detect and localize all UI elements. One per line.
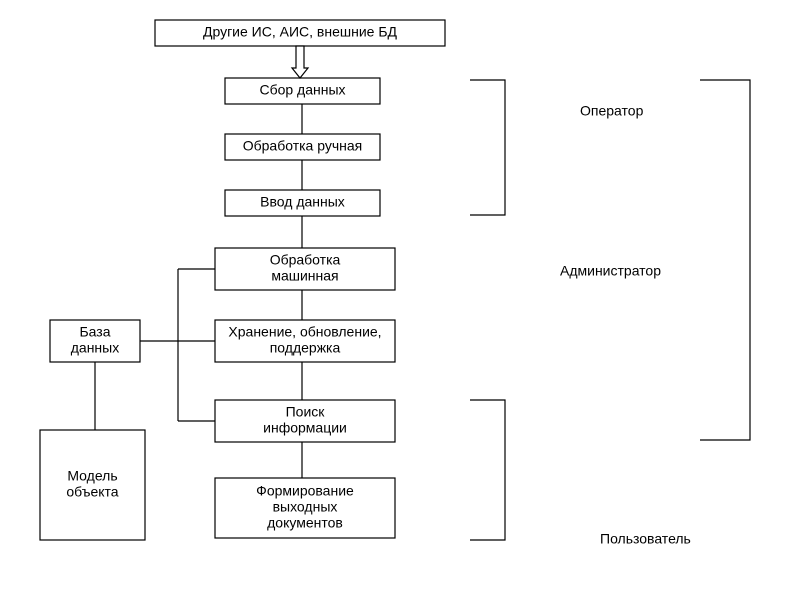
node-n5-label: поддержка xyxy=(270,340,341,356)
node-db-label: База xyxy=(79,324,110,340)
arrow-down-icon xyxy=(292,46,308,78)
node-n3: Ввод данных xyxy=(225,190,380,216)
bracket-user xyxy=(470,400,505,540)
node-top: Другие ИС, АИС, внешние БД xyxy=(155,20,445,46)
node-model: Модельобъекта xyxy=(40,430,145,540)
node-model-label: объекта xyxy=(66,484,118,500)
node-n7-label: выходных xyxy=(273,499,338,515)
node-n1-label: Сбор данных xyxy=(259,82,345,98)
node-n7-label: Формирование xyxy=(256,483,354,499)
node-top-label: Другие ИС, АИС, внешние БД xyxy=(203,24,398,40)
node-n7: Формированиевыходныхдокументов xyxy=(215,478,395,538)
node-n4: Обработкамашинная xyxy=(215,248,395,290)
node-db-label: данных xyxy=(71,340,119,356)
bracket-operator xyxy=(470,80,505,215)
node-n6-label: информации xyxy=(263,420,347,436)
role-admin: Администратор xyxy=(560,263,661,279)
node-n4-label: машинная xyxy=(271,268,338,284)
node-model-label: Модель xyxy=(67,468,117,484)
node-n6-label: Поиск xyxy=(286,404,326,420)
node-n3-label: Ввод данных xyxy=(260,194,345,210)
node-n7-label: документов xyxy=(267,515,343,531)
node-n5-label: Хранение, обновление, xyxy=(228,324,381,340)
node-n2: Обработка ручная xyxy=(225,134,380,160)
node-n6: Поискинформации xyxy=(215,400,395,442)
node-n4-label: Обработка xyxy=(270,252,341,268)
role-operator: Оператор xyxy=(580,103,644,119)
node-n1: Сбор данных xyxy=(225,78,380,104)
node-n5: Хранение, обновление,поддержка xyxy=(215,320,395,362)
role-user: Пользователь xyxy=(600,531,691,547)
bracket-admin xyxy=(700,80,750,440)
node-n2-label: Обработка ручная xyxy=(243,138,363,154)
node-db: Базаданных xyxy=(50,320,140,362)
